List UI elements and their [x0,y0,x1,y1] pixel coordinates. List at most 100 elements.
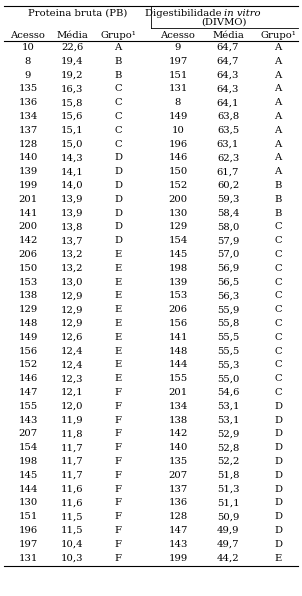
Text: 49,7: 49,7 [217,540,239,549]
Text: 11,6: 11,6 [61,498,83,507]
Text: 64,3: 64,3 [217,85,239,94]
Text: 12,9: 12,9 [61,305,83,314]
Text: 141: 141 [18,209,38,218]
Text: 207: 207 [169,471,188,480]
Text: Grupo¹: Grupo¹ [260,30,296,39]
Text: 150: 150 [169,167,188,176]
Text: A: A [275,139,282,148]
Text: C: C [274,333,282,342]
Text: E: E [114,278,122,287]
Text: in vitro: in vitro [224,8,261,17]
Text: C: C [274,388,282,397]
Text: 12,4: 12,4 [61,361,83,370]
Text: 50,9: 50,9 [217,512,239,521]
Text: 64,7: 64,7 [217,43,239,52]
Text: 56,9: 56,9 [217,264,239,273]
Text: 58,0: 58,0 [217,222,239,231]
Text: 146: 146 [169,153,188,162]
Text: C: C [114,139,122,148]
Text: D: D [114,222,122,231]
Text: 62,3: 62,3 [217,153,239,162]
Text: C: C [114,98,122,107]
Text: 153: 153 [169,291,188,300]
Text: 145: 145 [18,471,38,480]
Text: B: B [114,70,122,80]
Text: A: A [275,126,282,135]
Text: 128: 128 [18,139,38,148]
Text: 44,2: 44,2 [217,554,239,563]
Text: 196: 196 [18,526,37,535]
Text: 207: 207 [18,429,37,439]
Text: 156: 156 [18,347,37,356]
Text: 11,5: 11,5 [61,512,83,521]
Text: D: D [114,236,122,245]
Text: E: E [114,305,122,314]
Text: D: D [274,498,282,507]
Text: F: F [114,402,121,411]
Text: 55,0: 55,0 [217,374,239,383]
Text: 51,1: 51,1 [217,498,239,507]
Text: 144: 144 [18,485,38,493]
Text: F: F [114,443,121,452]
Text: 53,1: 53,1 [217,402,239,411]
Text: 151: 151 [168,70,188,80]
Text: 142: 142 [168,429,188,439]
Text: C: C [274,361,282,370]
Text: (DIVMO): (DIVMO) [202,18,247,27]
Text: 146: 146 [18,374,38,383]
Text: F: F [114,457,121,466]
Text: C: C [274,222,282,231]
Text: 13,9: 13,9 [61,209,83,218]
Text: D: D [274,443,282,452]
Text: 155: 155 [18,402,38,411]
Text: E: E [114,319,122,328]
Text: 52,2: 52,2 [217,457,239,466]
Text: 206: 206 [18,250,37,259]
Text: 199: 199 [18,181,38,190]
Text: 11,7: 11,7 [61,457,83,466]
Text: A: A [275,70,282,80]
Text: E: E [114,361,122,370]
Text: F: F [114,429,121,439]
Text: 54,6: 54,6 [217,388,239,397]
Text: 13,2: 13,2 [61,250,83,259]
Text: 55,5: 55,5 [217,333,239,342]
Text: 63,1: 63,1 [217,139,239,148]
Text: 55,3: 55,3 [217,361,239,370]
Text: E: E [275,554,282,563]
Text: E: E [114,291,122,300]
Text: F: F [114,485,121,493]
Text: 11,7: 11,7 [61,471,83,480]
Text: D: D [114,181,122,190]
Text: 140: 140 [168,443,188,452]
Text: 12,0: 12,0 [61,402,83,411]
Text: 11,7: 11,7 [61,443,83,452]
Text: 12,9: 12,9 [61,291,83,300]
Text: C: C [114,85,122,94]
Text: 131: 131 [18,554,38,563]
Text: 135: 135 [18,85,38,94]
Text: C: C [274,278,282,287]
Text: F: F [114,388,121,397]
Text: 58,4: 58,4 [217,209,239,218]
Text: 9: 9 [175,43,181,52]
Text: F: F [114,540,121,549]
Text: 13,0: 13,0 [61,278,83,287]
Text: 135: 135 [169,457,188,466]
Text: 147: 147 [18,388,38,397]
Text: 139: 139 [169,278,188,287]
Text: 150: 150 [18,264,38,273]
Text: Proteina bruta (PB): Proteina bruta (PB) [28,8,127,17]
Text: 8: 8 [175,98,181,107]
Text: 56,3: 56,3 [217,291,239,300]
Text: 200: 200 [18,222,37,231]
Text: 137: 137 [169,485,188,493]
Text: 64,1: 64,1 [217,98,239,107]
Text: 49,9: 49,9 [217,526,239,535]
Text: D: D [114,195,122,204]
Text: 13,7: 13,7 [61,236,83,245]
Text: C: C [274,250,282,259]
Text: Acesso: Acesso [161,30,195,39]
Text: A: A [275,43,282,52]
Text: 155: 155 [169,374,188,383]
